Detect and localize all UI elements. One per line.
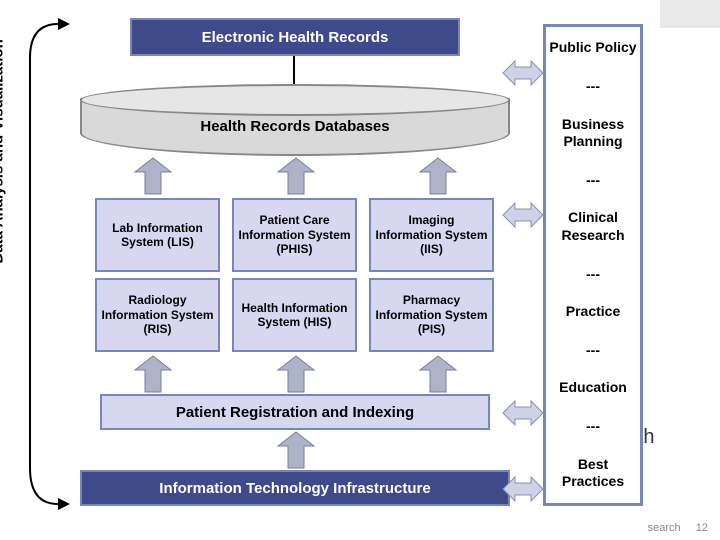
footer: search 12 — [648, 522, 708, 534]
rc-item: Clinical Research — [546, 205, 640, 248]
rc-item: Practice — [546, 299, 640, 325]
rc-sep: --- — [546, 265, 640, 283]
iti-box: Information Technology Infrastructure — [80, 470, 510, 506]
rc-item: Education — [546, 375, 640, 401]
up-arrow — [420, 158, 456, 194]
bracket-line — [18, 18, 68, 518]
up-arrow — [420, 356, 456, 392]
corner-strip — [660, 0, 720, 28]
system-box: Imaging Information System (IIS) — [369, 198, 494, 272]
page-number: 12 — [696, 522, 708, 534]
ehr-box: Electronic Health Records — [130, 18, 460, 56]
footer-text: search — [648, 522, 681, 534]
up-arrow — [278, 432, 314, 468]
right-column: Public Policy --- Business Planning --- … — [543, 24, 643, 506]
rc-item: Business Planning — [546, 112, 640, 155]
double-arrow-icon — [503, 200, 543, 230]
double-arrow-icon — [503, 398, 543, 428]
rc-sep: --- — [546, 417, 640, 435]
rc-item: Public Policy — [546, 35, 640, 61]
up-arrow — [135, 356, 171, 392]
double-arrow-icon — [503, 474, 543, 504]
system-box: Radiology Information System (RIS) — [95, 278, 220, 352]
up-arrow — [278, 158, 314, 194]
system-box: Health Information System (HIS) — [232, 278, 357, 352]
rc-sep: --- — [546, 77, 640, 95]
up-arrow — [135, 158, 171, 194]
db-label: Health Records Databases — [80, 118, 510, 135]
system-box: Lab Information System (LIS) — [95, 198, 220, 272]
rc-sep: --- — [546, 341, 640, 359]
double-arrow-icon — [503, 58, 543, 88]
pri-box: Patient Registration and Indexing — [100, 394, 490, 430]
side-label: Data Analysis and Visualization — [0, 39, 7, 263]
up-arrow — [278, 356, 314, 392]
db-top-ellipse — [80, 84, 510, 116]
system-box: Pharmacy Information System (PIS) — [369, 278, 494, 352]
rc-item: Best Practices — [546, 452, 640, 495]
connector — [293, 56, 295, 86]
system-box: Patient Care Information System (PHIS) — [232, 198, 357, 272]
rc-sep: --- — [546, 171, 640, 189]
